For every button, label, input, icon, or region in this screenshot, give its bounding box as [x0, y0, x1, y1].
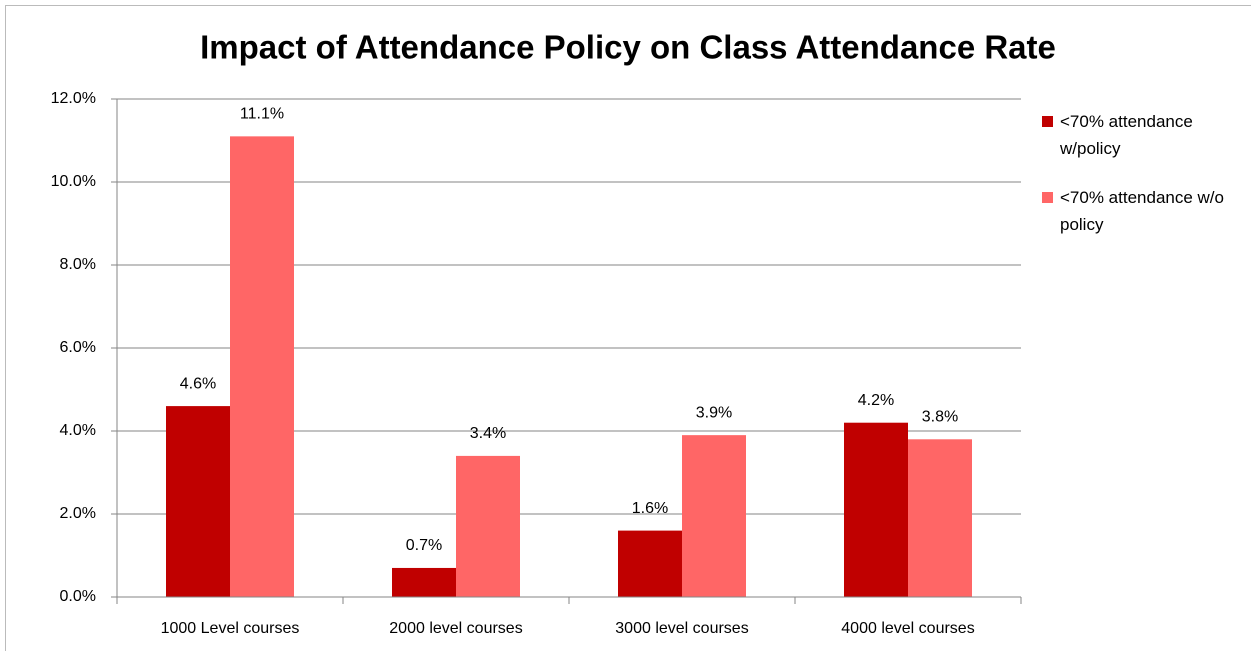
bar — [844, 422, 908, 597]
data-label: 4.6% — [180, 375, 216, 392]
data-label: 4.2% — [858, 392, 894, 409]
y-tick-label: 12.0% — [51, 90, 96, 107]
legend-entry: <70% attendance w/o policy — [1036, 184, 1246, 238]
data-label: 11.1% — [240, 106, 284, 123]
y-tick-label: 6.0% — [60, 339, 96, 356]
y-tick-label: 8.0% — [60, 256, 96, 273]
data-label: 3.8% — [922, 409, 958, 426]
y-tick-label: 0.0% — [60, 588, 96, 605]
y-tick-label: 10.0% — [51, 173, 96, 190]
x-tick-label: 2000 level courses — [389, 620, 522, 637]
bar — [230, 136, 294, 597]
chart-title: Impact of Attendance Policy on Class Att… — [200, 29, 1056, 66]
legend-entry: <70% attendance w/policy — [1036, 108, 1246, 162]
x-tick-label: 1000 Level courses — [161, 620, 300, 637]
legend-label: <70% attendance w/policy — [1060, 112, 1193, 158]
x-tick-label: 3000 level courses — [615, 620, 748, 637]
data-label: 3.4% — [470, 425, 506, 442]
data-label: 0.7% — [406, 537, 442, 554]
bar — [618, 530, 682, 597]
bar — [166, 406, 230, 597]
legend-label: <70% attendance w/o policy — [1060, 188, 1224, 234]
legend-swatch — [1042, 116, 1053, 127]
bar — [456, 455, 520, 597]
y-tick-label: 4.0% — [60, 422, 96, 439]
y-tick-label: 2.0% — [60, 505, 96, 522]
legend-swatch — [1042, 192, 1053, 203]
legend: <70% attendance w/policy <70% attendance … — [1036, 108, 1246, 260]
bar — [908, 439, 972, 597]
data-label: 3.9% — [696, 404, 732, 421]
data-label: 1.6% — [632, 500, 668, 517]
bar — [392, 567, 456, 597]
bar — [682, 435, 746, 597]
x-tick-label: 4000 level courses — [841, 620, 974, 637]
